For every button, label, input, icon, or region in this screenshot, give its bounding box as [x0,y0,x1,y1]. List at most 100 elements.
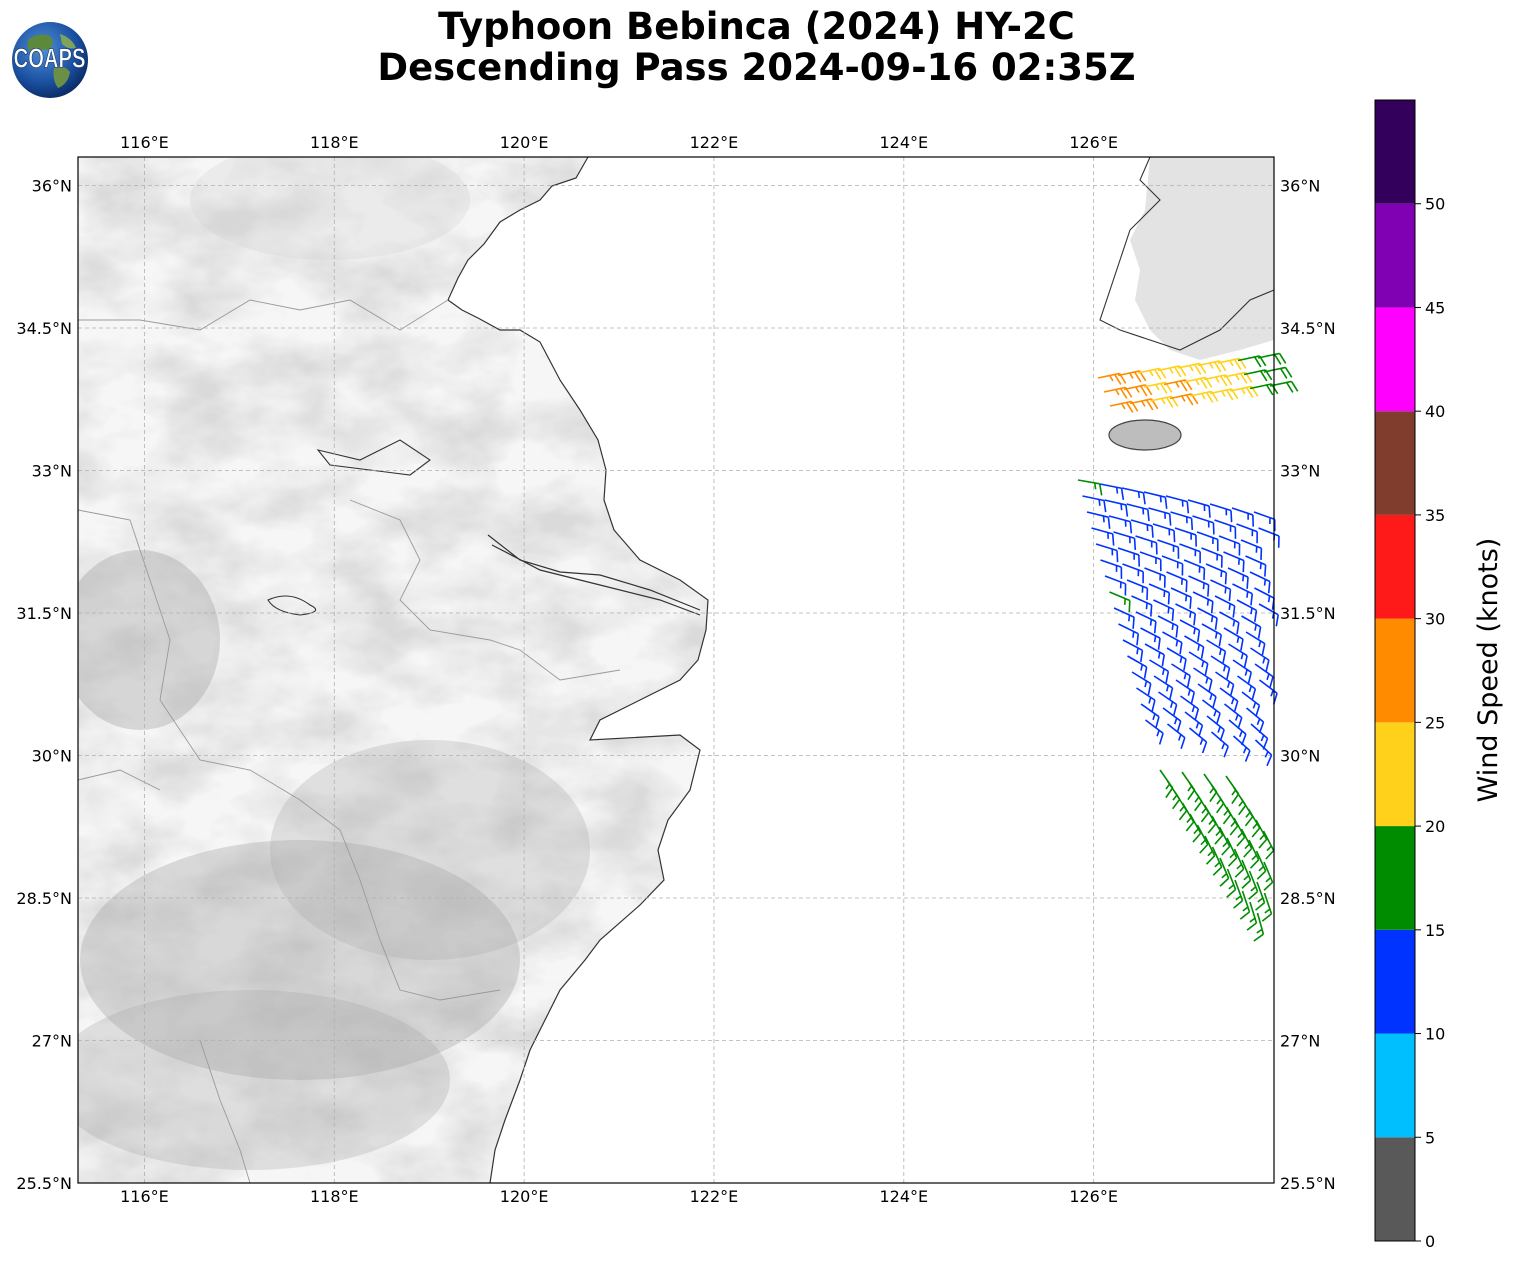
wind-barb [1231,507,1254,527]
wind-barb [1210,579,1232,602]
wind-barb [1167,723,1186,749]
wind-barb [1171,663,1191,688]
wind-barb [1197,607,1218,630]
wind-barb [1253,511,1276,532]
wind-barb [1236,523,1258,544]
wind-barb [1130,519,1154,538]
colorbar-bin [1375,929,1415,1034]
wind-barb [1248,870,1259,900]
wind-barb [1113,607,1135,629]
wind-barb [1166,571,1188,593]
wind-barb [1113,531,1137,551]
title-line-1: Typhoon Bebinca (2024) HY-2C [438,5,1075,48]
wind-barb [1091,527,1115,546]
wind-barb [1201,547,1223,568]
lon-tick-top: 118°E [310,133,359,152]
wind-barb [1175,679,1196,704]
wind-barb [1169,393,1199,406]
wind-barb [1196,531,1219,552]
korea-coastline [1099,156,1275,351]
wind-barb [1143,491,1168,509]
colorbar-ticks: 0 5 10 15 20 25 30 35 40 45 50 [1415,195,1445,1251]
wind-barb [1184,635,1205,659]
wind-barb [1121,487,1146,505]
lon-tick-bottom: 124°E [879,1187,928,1206]
wind-barb [1192,591,1214,614]
wind-barb [1254,739,1273,767]
lon-tick-top: 122°E [690,133,739,152]
wind-barb [1166,647,1187,671]
wind-barb [1233,848,1245,878]
wind-barb [1219,611,1240,635]
colorbar-bin [1375,307,1415,412]
wind-barb [1219,857,1230,887]
lon-tick-bottom: 118°E [310,1187,359,1206]
wind-barb [1099,483,1125,500]
lon-tick-top: 126°E [1069,133,1118,152]
colorbar-tick-label: 5 [1425,1128,1435,1147]
wind-barb [1117,547,1140,567]
colorbar-bin [1375,1137,1415,1241]
wind-barb [1218,826,1231,856]
logo-text: COAPS [14,44,86,75]
wind-barb [1202,699,1221,725]
lat-tick-left: 30°N [32,747,72,766]
wind-barb [1157,539,1180,559]
wind-barb [1245,631,1266,656]
wind-barb [1152,523,1176,543]
china-coastline [447,156,709,1184]
wind-barb [1140,627,1161,650]
wind-barb [1214,595,1236,618]
wind-barb [1192,515,1215,535]
wind-barb [1263,861,1274,891]
colorbar-frame [1374,99,1416,1242]
wind-barb [1214,519,1237,539]
wind-barb [1211,815,1224,845]
wind-barb [1241,615,1262,639]
wind-barb [1233,817,1246,847]
wind-barb [1179,543,1201,564]
lon-tick-bottom: 122°E [690,1187,739,1206]
wind-barb [1144,567,1166,588]
wind-barb [1253,912,1265,942]
wind-barb [1095,543,1119,563]
lat-tick-right: 25.5°N [1280,1174,1336,1193]
wind-barb [1223,627,1244,651]
wind-barb [1263,366,1293,379]
colorbar [1374,99,1416,1242]
wind-barb [1218,535,1241,556]
wind-barb [1153,675,1174,700]
wind-barb [1215,671,1235,697]
wind-barb [1196,824,1209,854]
wind-barb [1162,631,1183,655]
wind-barb [1086,511,1111,529]
wind-barb [1175,603,1197,626]
wind-barb [1236,599,1258,623]
wind-barb [1211,846,1223,876]
lon-tick-top: 116°E [120,133,169,152]
wind-barb [1104,499,1129,517]
lon-tick-bottom: 126°E [1069,1187,1118,1206]
colorbar-tick-label: 30 [1425,610,1445,629]
wind-barb [1122,563,1144,584]
colorbar-tick-label: 40 [1425,402,1445,421]
colorbar-bin [1375,203,1415,308]
lon-tick-top: 124°E [879,133,928,152]
wind-barb [1162,707,1182,733]
wind-barb [1126,503,1150,522]
wind-barb [1188,575,1210,597]
korea-terrain [1130,157,1274,360]
lat-tick-left: 31.5°N [16,604,72,623]
wind-barb [1229,385,1259,398]
wind-barb [1127,655,1148,679]
colorbar-bin [1375,100,1415,204]
lat-tick-right: 28.5°N [1280,889,1336,908]
wind-barb [1082,495,1107,513]
wind-barb [1131,595,1153,617]
colorbar-tick-label: 35 [1425,506,1445,525]
wind-barb [1241,691,1261,717]
wind-barb [1165,495,1190,514]
wind-barb [1219,687,1239,713]
lat-tick-left: 36°N [32,177,72,196]
